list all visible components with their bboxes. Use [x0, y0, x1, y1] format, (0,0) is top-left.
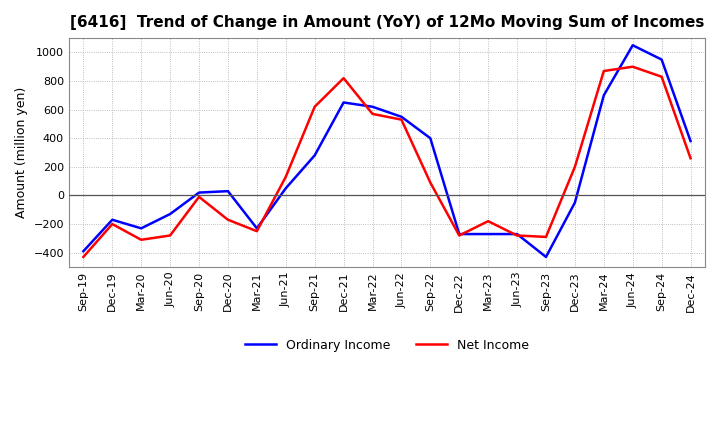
Ordinary Income [686, 139, 695, 144]
Net Income [194, 194, 203, 199]
Ordinary Income [629, 43, 637, 48]
Net Income [686, 156, 695, 161]
Ordinary Income [600, 93, 608, 98]
Ordinary Income [541, 254, 550, 260]
Line: Net Income: Net Income [84, 67, 690, 257]
Net Income [541, 234, 550, 239]
Ordinary Income [310, 153, 319, 158]
Net Income [629, 64, 637, 70]
Title: [6416]  Trend of Change in Amount (YoY) of 12Mo Moving Sum of Incomes: [6416] Trend of Change in Amount (YoY) o… [70, 15, 704, 30]
Ordinary Income [137, 226, 145, 231]
Ordinary Income [166, 211, 174, 216]
Ordinary Income [194, 190, 203, 195]
Net Income [310, 104, 319, 110]
Ordinary Income [339, 100, 348, 105]
Ordinary Income [253, 226, 261, 231]
Ordinary Income [79, 249, 88, 254]
Net Income [484, 219, 492, 224]
Net Income [426, 180, 435, 185]
Net Income [224, 217, 233, 222]
Net Income [570, 164, 579, 169]
Y-axis label: Amount (million yen): Amount (million yen) [15, 87, 28, 218]
Net Income [339, 76, 348, 81]
Net Income [79, 254, 88, 260]
Net Income [282, 174, 290, 180]
Ordinary Income [282, 186, 290, 191]
Net Income [137, 237, 145, 242]
Legend: Ordinary Income, Net Income: Ordinary Income, Net Income [240, 334, 534, 357]
Ordinary Income [368, 104, 377, 110]
Net Income [455, 233, 464, 238]
Net Income [657, 74, 666, 79]
Net Income [368, 111, 377, 117]
Ordinary Income [397, 114, 406, 119]
Net Income [253, 228, 261, 234]
Net Income [513, 233, 521, 238]
Ordinary Income [455, 231, 464, 237]
Ordinary Income [657, 57, 666, 62]
Net Income [397, 117, 406, 122]
Ordinary Income [224, 188, 233, 194]
Net Income [600, 68, 608, 73]
Ordinary Income [426, 136, 435, 141]
Ordinary Income [484, 231, 492, 237]
Ordinary Income [513, 231, 521, 237]
Ordinary Income [108, 217, 117, 222]
Line: Ordinary Income: Ordinary Income [84, 45, 690, 257]
Net Income [108, 221, 117, 227]
Ordinary Income [570, 200, 579, 205]
Net Income [166, 233, 174, 238]
